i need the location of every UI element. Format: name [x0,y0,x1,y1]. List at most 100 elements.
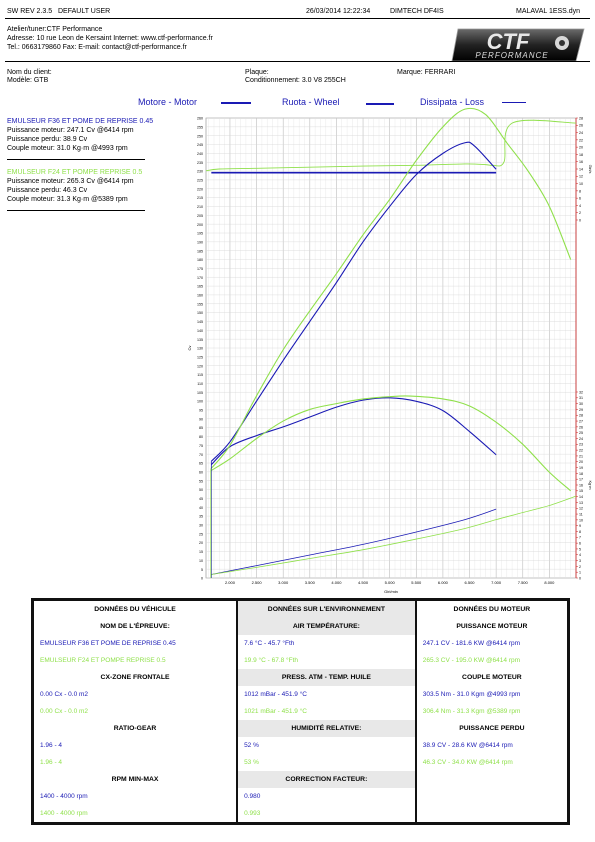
label-air-temp: AIR TEMPÉRATURE: [237,618,417,635]
table-row: 1400 - 4000 rpm 0.980 [32,788,569,805]
y-tick-left: 240 [197,152,203,156]
series-line-power [210,107,572,469]
y-tick-right-bottom: 13 [579,501,583,505]
table-cell: 265.3 CV - 195.0 KW @6414 rpm [422,657,521,664]
table-label-row: CX-ZONE FRONTALE PRESS. ATM - TEMP. HUIL… [32,669,569,686]
x-tick-label: 6.000 [438,580,449,585]
table-cell: 0.00 Cx - 0.0 m2 [32,703,239,720]
y-tick-right-bottom: 19 [579,466,583,470]
y-tick-left: 220 [197,187,203,191]
version-text: SW REV 2.3.5 [7,8,53,15]
user-text: DEFAULT USER [57,8,111,15]
x-tick-label: 7.500 [518,580,529,585]
y-tick-right-bottom: 9 [579,524,581,528]
y-tick-left: 30 [199,524,203,528]
y-tick-right-bottom: 28 [579,414,583,418]
y-tick-right-bottom: 5 [579,547,581,551]
table-header-row: DONNÉES DU VÉHICULE DONNÉES SUR L'ENVIRO… [32,599,569,618]
y-tick-left: 85 [199,426,203,430]
rpm-series-line [205,119,577,172]
y-tick-left: 165 [197,285,203,289]
y-tick-right-bottom: 25 [579,431,583,435]
table-cell: 1.96 - 4 [32,737,239,754]
table-row: EMULSEUR F36 ET POME DE REPRISE 0.45 7.6… [32,635,569,652]
series-line-power [210,141,497,462]
y-tick-right-bottom: 18 [579,472,583,476]
y-tick-left: 110 [197,382,203,386]
y-tick-right-bottom: 8 [579,530,581,534]
y-tick-right-bottom: 12 [579,507,583,511]
y-tick-right-bottom: 27 [579,419,583,423]
y-tick-right-top: 18 [579,153,583,157]
vehicle-model: Modèle: GTB [7,77,49,84]
label-rpm: RPM MIN-MAX [32,771,239,788]
dyno-model: DIMTECH DF4IS [390,8,444,15]
y-tick-left: 185 [197,249,203,253]
y-tick-right-bottom: 14 [579,495,583,499]
run2-torque: Couple moteur: 31.3 Kg·m @5389 rpm [7,196,128,203]
table-label-row: RPM MIN-MAX CORRECTION FACTEUR: [32,771,569,788]
y-tick-left: 170 [197,276,203,280]
y-axis-label-left: Cv [187,346,192,351]
y-tick-right-bottom: 1 [579,571,581,575]
tuner-address: Adresse: 10 rue Leon de Kersaint Interne… [7,35,213,42]
y-tick-left: 35 [199,515,203,519]
label-ratio: RATIO-GEAR [32,720,239,737]
table-cell: 1.96 - 4 [32,754,239,771]
y-tick-right-bottom: 22 [579,449,583,453]
y-tick-left: 10 [199,559,203,563]
y-tick-right-top: 26 [579,124,583,128]
y-tick-right-bottom: 3 [579,559,581,563]
report-datetime: 26/03/2014 12:22:34 [306,8,371,15]
y-tick-left: 130 [197,347,203,351]
run1-torque: Couple moteur: 31.0 Kg·m @4993 rpm [7,145,128,152]
x-tick-label: 5.500 [411,580,422,585]
y-tick-right-bottom: 21 [579,454,583,458]
y-tick-left: 245 [197,143,203,147]
y-tick-right-bottom: 26 [579,425,583,429]
data-table: DONNÉES DU VÉHICULE DONNÉES SUR L'ENVIRO… [31,598,570,825]
y-tick-right-bottom: 23 [579,443,583,447]
label-torque: COUPLE MOTEUR [415,669,569,686]
table-label-row: RATIO-GEAR HUMIDITÉ RELATIVE: PUISSANCE … [32,720,569,737]
run1-power: Puissance moteur: 247.1 Cv @6414 rpm [7,127,134,134]
table-row: 1.96 - 4 53 % 46.3 CV - 34.0 KW @6414 rp… [32,754,569,771]
table-row: 0.00 Cx - 0.0 m2 1021 mBar - 451.9 °C 30… [32,703,569,720]
table-cell: 52 % [237,737,417,754]
y-tick-left: 0 [201,577,203,581]
table-cell [416,788,569,805]
table-cell: 306.4 Nm - 31.3 Kgm @5389 rpm [422,708,521,715]
client-name: Nom du client: [7,69,52,76]
y-tick-left: 95 [199,409,203,413]
y-tick-right-bottom: 30 [579,402,583,406]
y-tick-left: 230 [197,170,203,174]
y-tick-right-top: 2 [579,211,581,215]
table-cell: 38.9 CV - 28.6 KW @6414 rpm [422,742,513,749]
y-tick-right-top: 16 [579,160,583,164]
y-tick-right-bottom: 11 [579,512,583,516]
table-cell: 247.1 CV - 181.6 KW @6414 rpm [422,640,521,647]
table-label-row: NOM DE L'ÉPREUVE: AIR TEMPÉRATURE: PUISS… [32,618,569,635]
y-tick-left: 215 [197,196,203,200]
table-row: 1400 - 4000 rpm 0.993 [32,805,569,824]
y-tick-right-top: 28 [579,116,583,120]
table-cell: 7.6 °C - 45.7 °Fth [237,635,417,652]
legend-motor: Motore - Motor [138,97,198,107]
tuner-contact: Tel.: 0663179860 Fax: E-mail: contact@ct… [7,44,187,51]
y-tick-right-top: 24 [579,131,583,135]
label-empty [415,771,569,788]
y-tick-left: 225 [197,179,203,183]
logo-sub: PERFORMANCE [475,51,548,60]
x-tick-label: 4.000 [331,580,342,585]
y-tick-left: 125 [197,355,203,359]
x-tick-label: 6.500 [465,580,476,585]
table-cell: 1012 mBar - 451.9 °C [237,686,417,703]
vehicle-conditioning: Conditionnement: 3.0 V8 255CH [245,77,346,84]
table-cell [416,805,569,824]
table-cell: 1400 - 4000 rpm [32,805,239,824]
y-tick-right-bottom: 17 [579,478,583,482]
y-tick-left: 140 [197,329,203,333]
y-tick-left: 260 [197,117,203,121]
y-tick-left: 60 [199,470,203,474]
y-tick-left: 50 [199,488,203,492]
